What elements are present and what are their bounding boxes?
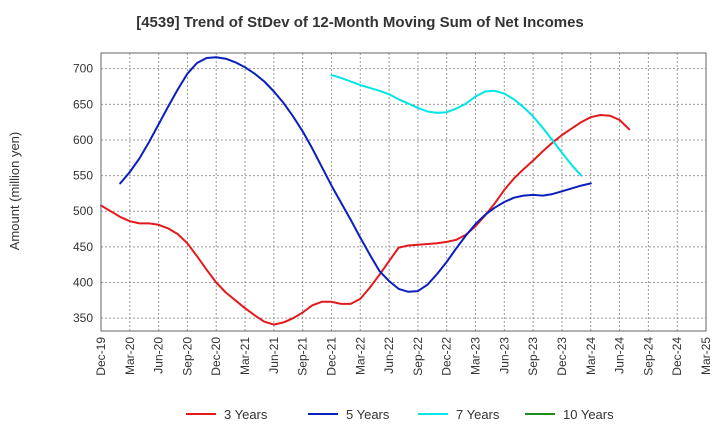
x-tick-label: Dec-19 [94,337,108,376]
x-tick-label: Jun-22 [382,337,396,374]
x-tick-label: Dec-22 [440,337,454,376]
x-tick-label: Sep-24 [641,337,655,376]
legend-label-7-years: 7 Years [456,407,500,422]
x-tick-label: Sep-23 [526,337,540,376]
x-tick-label: Jun-24 [613,337,627,374]
y-tick-label: 400 [73,276,93,290]
series-line-3-years [100,114,631,326]
x-tick-label: Mar-21 [238,337,252,375]
x-tick-label: Dec-23 [555,337,569,376]
x-tick-label: Jun-20 [152,337,166,374]
x-tick-label: Jun-23 [497,337,511,374]
y-tick-label: 700 [73,62,93,76]
x-tick-label: Mar-22 [353,337,367,375]
series-line-7-years [330,74,583,177]
x-tick-label: Dec-24 [670,337,684,376]
y-tick-label: 550 [73,169,93,183]
y-tick-label: 650 [73,97,93,111]
x-tick-label: Dec-20 [209,337,223,376]
y-tick-label: 500 [73,204,93,218]
y-axis-label: Amount (million yen) [7,132,22,251]
y-tick-label: 350 [73,311,93,325]
x-tick-label: Mar-20 [123,337,137,375]
x-tick-label: Mar-25 [699,337,713,375]
legend-label-3-years: 3 Years [224,407,268,422]
legend-label-10-years: 10 Years [563,407,614,422]
x-tick-label: Mar-23 [469,337,483,375]
x-tick-label: Jun-21 [267,337,281,374]
x-tick-label: Sep-21 [296,337,310,376]
series-line-5-years [119,56,592,293]
x-tick-label: Mar-24 [584,337,598,375]
x-tick-label: Dec-21 [324,337,338,376]
plot-area [101,53,706,331]
y-tick-label: 450 [73,240,93,254]
legend-label-5-years: 5 Years [346,407,390,422]
y-tick-label: 600 [73,133,93,147]
x-tick-label: Sep-20 [180,337,194,376]
x-tick-label: Sep-22 [411,337,425,376]
chart-title: [4539] Trend of StDev of 12-Month Moving… [136,14,584,31]
plot-frame [100,52,707,332]
